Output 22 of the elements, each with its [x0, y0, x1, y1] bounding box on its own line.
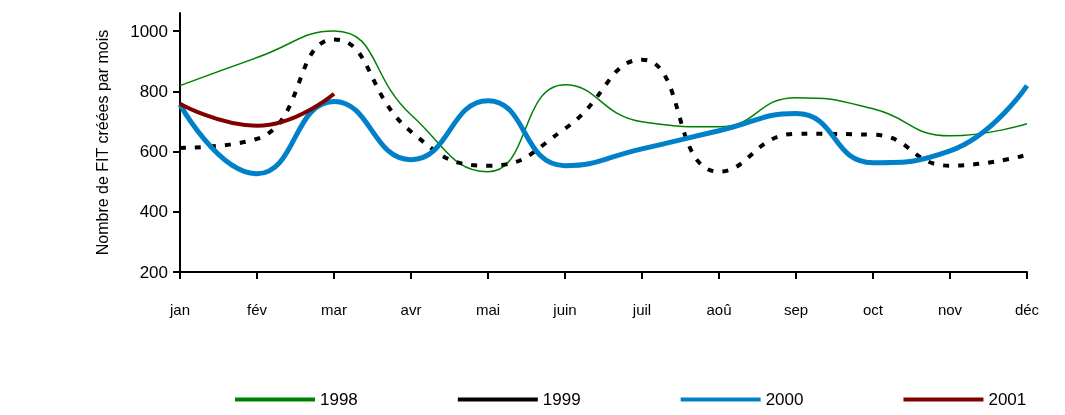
x-tick-label: juin	[552, 301, 577, 318]
legend-label: 1999	[542, 390, 581, 409]
legend-label: 2000	[765, 390, 804, 409]
y-tick-label: 200	[139, 262, 168, 282]
y-axis-title: Nombre de FIT créées par mois	[93, 29, 111, 256]
y-tick-label: 800	[139, 81, 168, 101]
y-tick-label: 600	[139, 142, 168, 162]
x-tick-label: mar	[321, 301, 347, 318]
y-tick-label: 1000	[130, 21, 168, 41]
legend-label: 2001	[988, 390, 1027, 409]
x-tick-label: avr	[400, 301, 422, 318]
x-tick-label: fév	[246, 301, 268, 318]
x-tick-label: jan	[168, 301, 191, 318]
x-tick-label: mai	[475, 301, 501, 318]
y-tick-label: 400	[139, 202, 168, 222]
x-tick-label: nov	[937, 301, 963, 318]
x-tick-label: sep	[783, 301, 809, 318]
x-tick-label: juil	[631, 301, 652, 318]
x-tick-label: oct	[862, 301, 884, 318]
legend-label: 1998	[320, 390, 358, 409]
x-tick-label: déc	[1014, 301, 1040, 318]
x-tick-label: aoû	[706, 301, 732, 318]
